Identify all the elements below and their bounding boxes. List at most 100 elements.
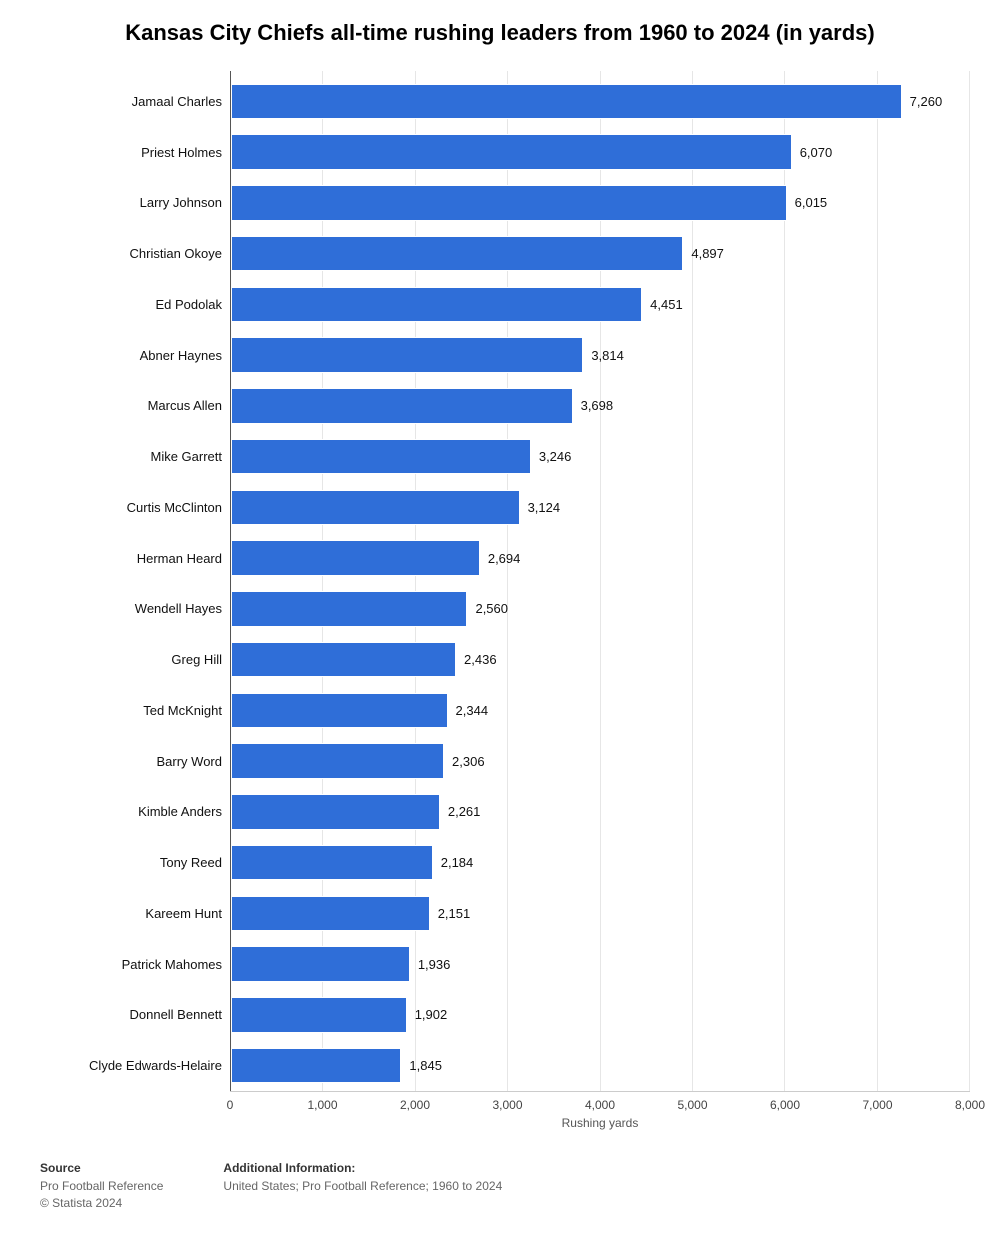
y-axis-label: Patrick Mahomes: [30, 939, 230, 990]
bar: [231, 84, 902, 120]
bar-row: 2,344: [231, 685, 970, 736]
bar-value-label: 3,124: [528, 500, 561, 515]
x-tick-label: 8,000: [955, 1098, 985, 1112]
chart-title: Kansas City Chiefs all-time rushing lead…: [30, 20, 970, 46]
x-tick-label: 3,000: [492, 1098, 522, 1112]
x-tick-label: 5,000: [677, 1098, 707, 1112]
y-axis-label: Greg Hill: [30, 634, 230, 685]
source-line1: Pro Football Reference: [40, 1178, 163, 1195]
bar-value-label: 2,261: [448, 804, 481, 819]
bar-value-label: 6,070: [800, 145, 833, 160]
chart-area: Jamaal CharlesPriest HolmesLarry Johnson…: [30, 71, 970, 1091]
bar-row: 1,845: [231, 1040, 970, 1091]
bar-value-label: 2,344: [456, 703, 489, 718]
bar-row: 3,698: [231, 381, 970, 432]
bar: [231, 794, 440, 830]
bar-value-label: 2,151: [438, 906, 471, 921]
bar: [231, 337, 583, 373]
x-tick-label: 0: [227, 1098, 234, 1112]
bar-value-label: 7,260: [910, 94, 943, 109]
y-axis-label: Kareem Hunt: [30, 888, 230, 939]
info-text: United States; Pro Football Reference; 1…: [223, 1178, 502, 1195]
y-axis-label: Christian Okoye: [30, 228, 230, 279]
y-axis-label: Clyde Edwards-Helaire: [30, 1040, 230, 1091]
y-axis-label: Wendell Hayes: [30, 584, 230, 635]
bar-row: 2,261: [231, 787, 970, 838]
y-axis-label: Curtis McClinton: [30, 482, 230, 533]
x-tick-label: 2,000: [400, 1098, 430, 1112]
source-heading: Source: [40, 1161, 163, 1175]
bar: [231, 185, 787, 221]
bar-row: 7,260: [231, 76, 970, 127]
bar-value-label: 4,451: [650, 297, 683, 312]
bar: [231, 134, 792, 170]
chart-container: Kansas City Chiefs all-time rushing lead…: [0, 0, 1000, 1242]
y-axis-label: Donnell Bennett: [30, 990, 230, 1041]
bar-value-label: 3,246: [539, 449, 572, 464]
y-axis-label: Tony Reed: [30, 837, 230, 888]
bar: [231, 1048, 401, 1084]
bar-row: 3,124: [231, 482, 970, 533]
bar: [231, 743, 444, 779]
bar-row: 2,694: [231, 533, 970, 584]
bar-value-label: 2,694: [488, 551, 521, 566]
bar-value-label: 1,845: [409, 1058, 442, 1073]
bar: [231, 490, 520, 526]
bar-row: 3,246: [231, 431, 970, 482]
y-axis-label: Jamaal Charles: [30, 76, 230, 127]
bar-row: 2,184: [231, 837, 970, 888]
bar: [231, 236, 683, 272]
bar: [231, 946, 410, 982]
bar: [231, 439, 531, 475]
bar-value-label: 2,184: [441, 855, 474, 870]
y-axis-label: Larry Johnson: [30, 178, 230, 229]
bar: [231, 388, 573, 424]
bar-value-label: 1,902: [415, 1007, 448, 1022]
bar-value-label: 2,306: [452, 754, 485, 769]
bar: [231, 997, 407, 1033]
bar: [231, 287, 642, 323]
y-axis-label: Mike Garrett: [30, 431, 230, 482]
x-axis: Rushing yards 0 1,000 2,000 3,000 4,000 5,000…: [230, 1091, 970, 1131]
bar-value-label: 2,560: [475, 601, 508, 616]
y-axis-label: Herman Heard: [30, 533, 230, 584]
y-axis-label: Ed Podolak: [30, 279, 230, 330]
y-axis-label: Barry Word: [30, 736, 230, 787]
bar: [231, 540, 480, 576]
bar-value-label: 1,936: [418, 957, 451, 972]
bar-value-label: 3,698: [581, 398, 614, 413]
bar-row: 6,070: [231, 127, 970, 178]
y-axis-label: Priest Holmes: [30, 127, 230, 178]
source-block: Source Pro Football Reference © Statista…: [40, 1161, 163, 1212]
source-line2: © Statista 2024: [40, 1195, 163, 1212]
bar-row: 2,436: [231, 634, 970, 685]
info-block: Additional Information: United States; P…: [223, 1161, 502, 1212]
bar-row: 6,015: [231, 178, 970, 229]
bars-group: 7,2606,0706,0154,8974,4513,8143,6983,246…: [231, 71, 970, 1091]
bar-row: 4,451: [231, 279, 970, 330]
bar: [231, 896, 430, 932]
bar-row: 1,936: [231, 939, 970, 990]
bar-value-label: 3,814: [591, 348, 624, 363]
y-axis-label: Abner Haynes: [30, 330, 230, 381]
y-axis-labels: Jamaal CharlesPriest HolmesLarry Johnson…: [30, 71, 230, 1091]
bar-row: 2,151: [231, 888, 970, 939]
x-tick-label: 1,000: [307, 1098, 337, 1112]
chart-footer: Source Pro Football Reference © Statista…: [30, 1161, 970, 1212]
bar-row: 3,814: [231, 330, 970, 381]
x-axis-label: Rushing yards: [562, 1116, 639, 1130]
info-heading: Additional Information:: [223, 1161, 502, 1175]
bar: [231, 642, 456, 678]
bar-row: 2,306: [231, 736, 970, 787]
bar-row: 2,560: [231, 584, 970, 635]
bar-value-label: 2,436: [464, 652, 497, 667]
x-tick-label: 4,000: [585, 1098, 615, 1112]
y-axis-label: Kimble Anders: [30, 787, 230, 838]
plot-area: 7,2606,0706,0154,8974,4513,8143,6983,246…: [230, 71, 970, 1091]
bar: [231, 693, 448, 729]
x-tick-label: 6,000: [770, 1098, 800, 1112]
bar: [231, 845, 433, 881]
y-axis-label: Ted McKnight: [30, 685, 230, 736]
y-axis-label: Marcus Allen: [30, 381, 230, 432]
x-tick-label: 7,000: [862, 1098, 892, 1112]
